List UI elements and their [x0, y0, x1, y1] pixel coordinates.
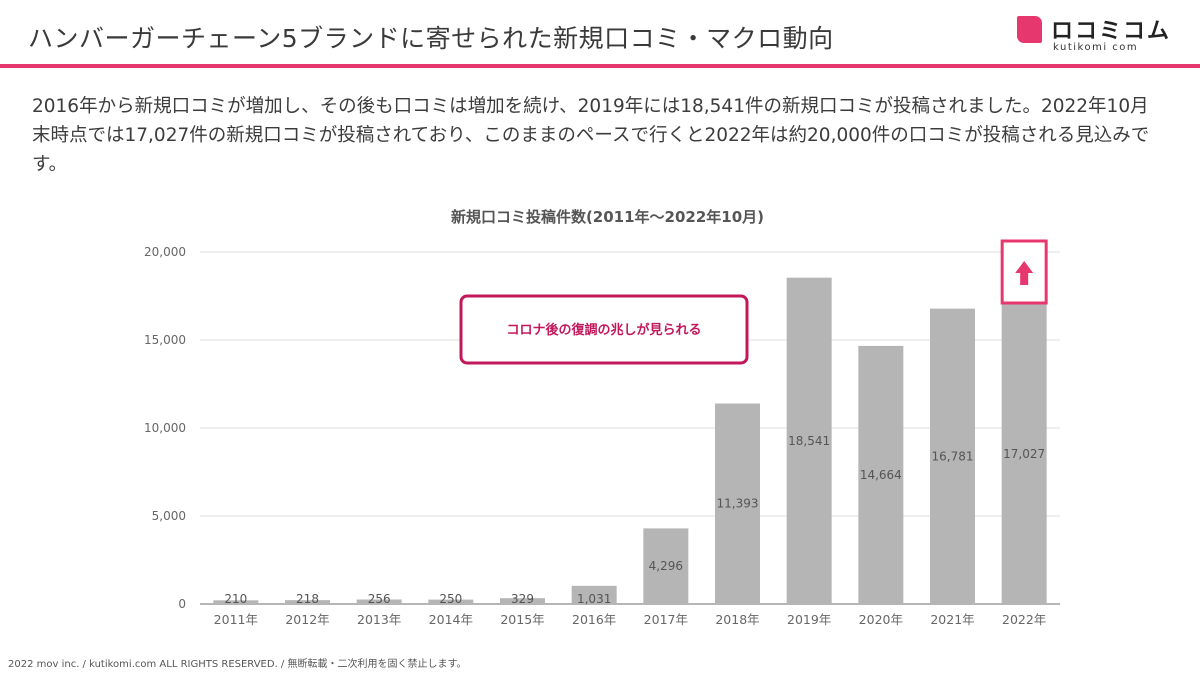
- x-tick-label: 2019年: [787, 612, 831, 627]
- y-tick-label: 5,000: [152, 509, 186, 523]
- x-tick-label: 2018年: [715, 612, 759, 627]
- bar: [571, 585, 617, 604]
- annotation-callout-text: コロナ後の復調の兆しが見られる: [506, 322, 701, 338]
- bar-value-label: 18,541: [788, 434, 830, 448]
- bar-value-label: 16,781: [932, 449, 974, 463]
- bar: [285, 600, 330, 604]
- x-tick-label: 2014年: [429, 612, 473, 627]
- bar-value-label: 329: [511, 592, 534, 606]
- bar: [786, 277, 832, 604]
- bar-value-label: 256: [368, 592, 391, 606]
- bar: [1001, 304, 1047, 604]
- logo: ロコミコム kutikomi com: [1017, 12, 1177, 56]
- bar-value-label: 250: [439, 592, 462, 606]
- y-tick-label: 0: [178, 597, 186, 611]
- x-tick-label: 2011年: [214, 612, 258, 627]
- page-title: ハンバーガーチェーン5ブランドに寄せられた新規口コミ・マクロ動向: [28, 24, 834, 53]
- x-tick-label: 2013年: [357, 612, 401, 627]
- bar: [500, 598, 545, 604]
- header: ハンバーガーチェーン5ブランドに寄せられた新規口コミ・マクロ動向 ロコミコム k…: [0, 0, 1200, 70]
- x-tick-label: 2012年: [285, 612, 329, 627]
- bar: [428, 599, 474, 604]
- bar-value-label: 1,031: [577, 592, 611, 606]
- logo-mark-icon: [1017, 16, 1042, 43]
- up-arrow-icon: [1015, 261, 1034, 285]
- y-tick-label: 10,000: [144, 421, 186, 435]
- logo-name: ロコミコム: [1051, 19, 1172, 44]
- x-tick-label: 2017年: [644, 612, 688, 627]
- y-tick-label: 20,000: [144, 245, 186, 259]
- bar: [858, 345, 904, 604]
- chart-annotations: コロナ後の復調の兆しが見られる: [459, 239, 1048, 365]
- bar: [213, 600, 259, 604]
- logo-subtitle: kutikomi com: [1053, 42, 1139, 53]
- bar: [643, 528, 689, 604]
- x-tick-label: 2022年: [1002, 612, 1046, 627]
- x-tick-label: 2021年: [930, 612, 974, 627]
- x-tick-label: 2020年: [859, 612, 903, 627]
- x-tick-label: 2015年: [500, 612, 544, 627]
- bar-value-label: 210: [224, 592, 247, 606]
- bar: [356, 599, 402, 604]
- annotation-callout-box: [459, 294, 749, 365]
- bar-value-label: 218: [296, 592, 319, 606]
- chart-gridlines: 0 5,000 10,000 15,000 20,000: [144, 245, 1060, 611]
- header-divider: [0, 64, 1200, 68]
- footer-copyright: 2022 mov inc. / kutikomi.com ALL RIGHTS …: [8, 659, 467, 670]
- bar-value-label: 4,296: [649, 559, 683, 573]
- x-tick-label: 2016年: [572, 612, 616, 627]
- bar-value-label: 11,393: [717, 497, 759, 511]
- chart-title: 新規口コミ投稿件数(2011年〜2022年10月): [450, 208, 765, 226]
- y-tick-label: 15,000: [144, 333, 186, 347]
- bar-value-label: 17,027: [1003, 447, 1045, 461]
- summary-text: 2016年から新規口コミが増加し、その後も口コミは増加を続け、2019年には18…: [32, 96, 1150, 175]
- bar: [715, 403, 760, 604]
- bar: [930, 308, 975, 604]
- bar-value-label: 14,664: [860, 468, 902, 482]
- chart-bars: 210 2011年 218 2012年 256 2013年 250 2014年 329 2015年…: [213, 277, 1047, 627]
